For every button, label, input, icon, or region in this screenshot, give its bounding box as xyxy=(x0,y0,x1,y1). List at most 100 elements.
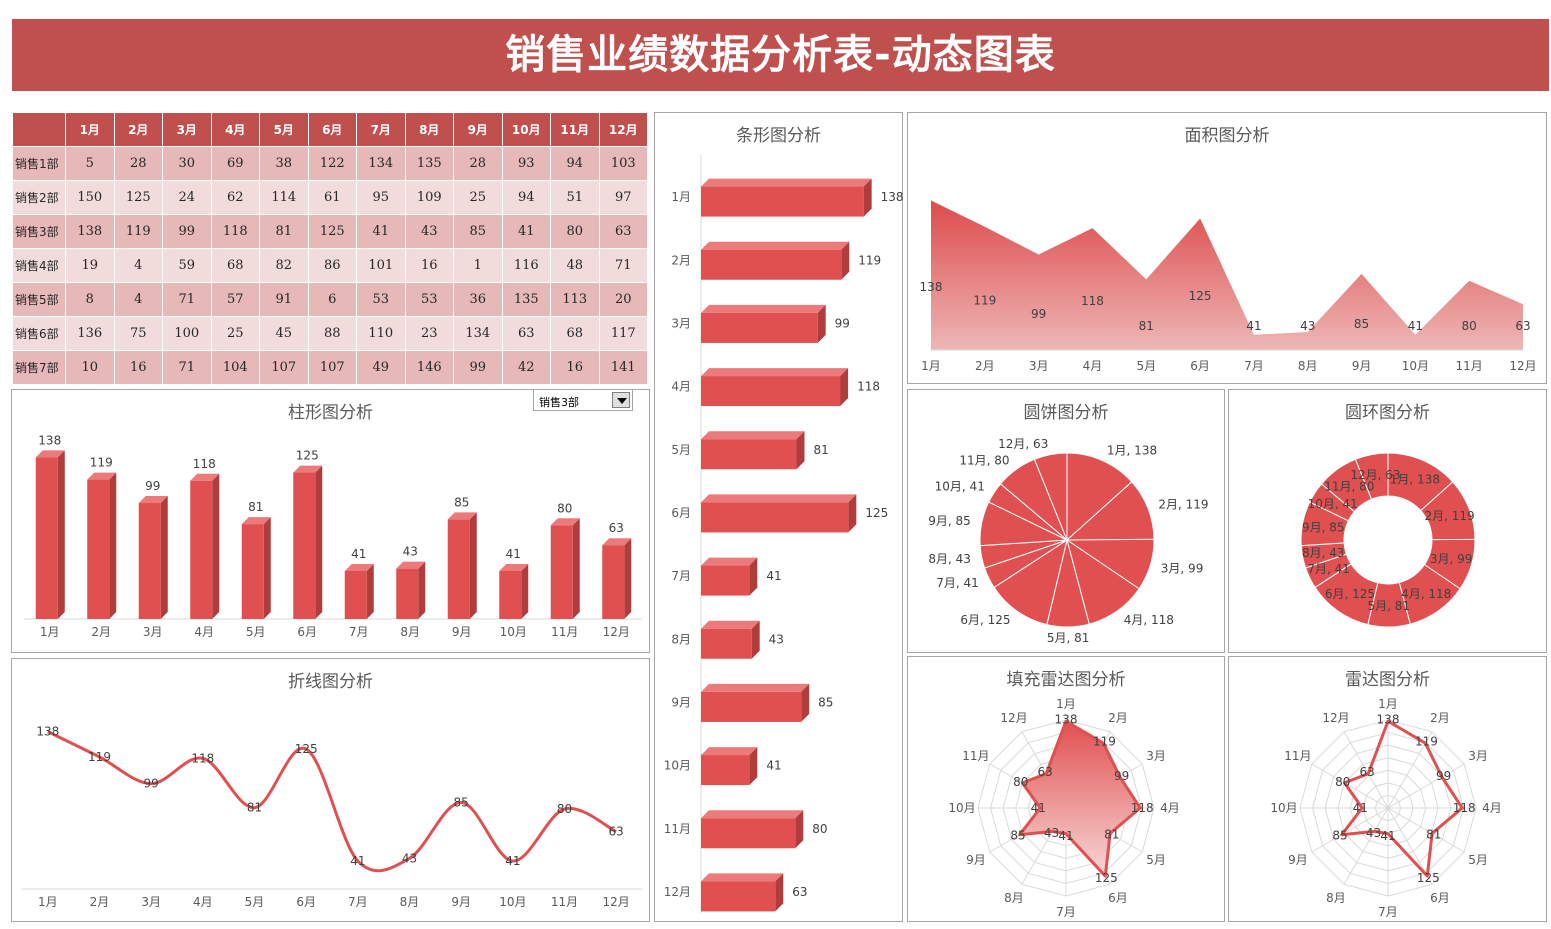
table-cell: 107 xyxy=(259,350,309,385)
bar xyxy=(701,186,864,217)
category-label: 11月 xyxy=(1284,749,1311,763)
data-label: 80 xyxy=(1462,319,1477,333)
bar xyxy=(701,249,842,280)
x-tick-label: 9月 xyxy=(451,895,471,909)
department-select[interactable]: 销售3部 xyxy=(533,389,633,411)
data-label: 125 xyxy=(295,742,318,756)
y-tick-label: 2月 xyxy=(671,253,691,267)
category-label: 1月 xyxy=(1378,697,1398,711)
table-cell: 85 xyxy=(453,214,503,249)
bar-side xyxy=(796,431,805,470)
slice-label: 9月, 85 xyxy=(1302,520,1345,534)
table-cell: 16 xyxy=(550,350,600,385)
table-row: 销售7部 10 16 71 104 107 107 49 146 99 42 16 141 xyxy=(12,350,648,385)
x-tick-label: 2月 xyxy=(975,359,995,373)
bar xyxy=(138,503,161,619)
data-label: 80 xyxy=(557,802,572,816)
row-header: 销售7部 xyxy=(12,350,66,385)
data-label: 81 xyxy=(1139,319,1154,333)
table-cell: 134 xyxy=(356,146,406,181)
data-label: 41 xyxy=(1246,319,1261,333)
category-label: 10月 xyxy=(1270,801,1297,815)
chevron-down-icon[interactable] xyxy=(612,392,630,408)
data-label: 81 xyxy=(248,500,263,514)
bar-top xyxy=(701,557,758,566)
bar-top xyxy=(701,620,760,629)
radar-title: 雷达图分析 xyxy=(1345,670,1430,690)
data-label: 63 xyxy=(792,885,807,899)
data-label: 85 xyxy=(1010,829,1025,843)
table-cell: 4 xyxy=(113,248,163,283)
x-tick-label: 3月 xyxy=(141,895,161,909)
row-header: 销售1部 xyxy=(12,146,66,181)
x-tick-label: 12月 xyxy=(603,895,630,909)
data-label: 41 xyxy=(766,759,781,773)
data-label: 85 xyxy=(818,695,833,709)
bar-top xyxy=(550,518,580,526)
data-label: 138 xyxy=(881,190,904,204)
y-tick-label: 6月 xyxy=(671,506,691,520)
category-label: 3月 xyxy=(1146,749,1166,763)
table-header-month: 4月 xyxy=(210,112,260,147)
bar-top xyxy=(701,241,850,250)
bar-side xyxy=(863,178,872,217)
category-label: 6月 xyxy=(1108,891,1128,905)
table-cell: 117 xyxy=(598,316,648,351)
x-tick-label: 1月 xyxy=(921,359,941,373)
data-label: 80 xyxy=(1335,775,1350,789)
bar-top xyxy=(602,538,632,546)
data-label: 125 xyxy=(296,449,319,463)
table-row: 销售4部 19 4 59 68 82 86 101 16 1 116 48 71 xyxy=(12,248,648,283)
bar-top xyxy=(701,431,805,440)
table-cell: 28 xyxy=(453,146,503,181)
bar-side xyxy=(366,563,374,619)
data-label: 63 xyxy=(1515,319,1530,333)
bar-side xyxy=(57,450,65,619)
slice-label: 8月, 43 xyxy=(928,552,971,566)
table-cell: 122 xyxy=(307,146,357,181)
department-select-value: 销售3部 xyxy=(539,396,579,409)
bar-side xyxy=(212,473,220,619)
bar-top xyxy=(701,683,810,692)
x-tick-label: 2月 xyxy=(91,625,111,639)
area-fill xyxy=(931,200,1523,350)
x-tick-label: 7月 xyxy=(348,895,368,909)
table-cell: 43 xyxy=(404,214,454,249)
table-cell: 135 xyxy=(501,282,551,317)
data-label: 99 xyxy=(1114,769,1129,783)
y-tick-label: 8月 xyxy=(671,632,691,646)
table-cell: 59 xyxy=(162,248,212,283)
slice-label: 12月, 63 xyxy=(1350,468,1400,482)
slice-label: 9月, 85 xyxy=(928,514,971,528)
bar-top xyxy=(447,512,477,520)
bar-top xyxy=(396,561,426,569)
bar xyxy=(701,376,841,407)
bar-top xyxy=(499,563,529,571)
data-label: 85 xyxy=(1332,829,1347,843)
data-label: 119 xyxy=(1415,734,1438,748)
data-label: 85 xyxy=(1354,317,1369,331)
table-header-month: 5月 xyxy=(259,112,309,147)
data-label: 81 xyxy=(247,801,262,815)
slice-label: 5月, 81 xyxy=(1368,599,1411,613)
x-tick-label: 7月 xyxy=(349,625,369,639)
table-row: 销售1部 5 28 30 69 38 122 134 135 28 93 94 103 xyxy=(12,146,648,181)
x-tick-label: 2月 xyxy=(90,895,110,909)
bar-side xyxy=(840,368,849,407)
slice-label: 5月, 81 xyxy=(1047,631,1090,645)
bar-side xyxy=(521,563,529,619)
x-tick-label: 4月 xyxy=(1083,359,1103,373)
table-cell: 110 xyxy=(356,316,406,351)
bar xyxy=(396,568,419,619)
table-cell: 62 xyxy=(210,180,260,215)
slice-label: 6月, 125 xyxy=(1325,587,1375,601)
table-header-month: 7月 xyxy=(356,112,406,147)
x-tick-label: 10月 xyxy=(1402,359,1429,373)
x-tick-label: 4月 xyxy=(193,895,213,909)
bar-top xyxy=(35,450,65,458)
bar xyxy=(293,472,316,619)
category-label: 7月 xyxy=(1056,905,1076,919)
bar-top xyxy=(701,494,857,503)
bar-side xyxy=(848,494,857,533)
